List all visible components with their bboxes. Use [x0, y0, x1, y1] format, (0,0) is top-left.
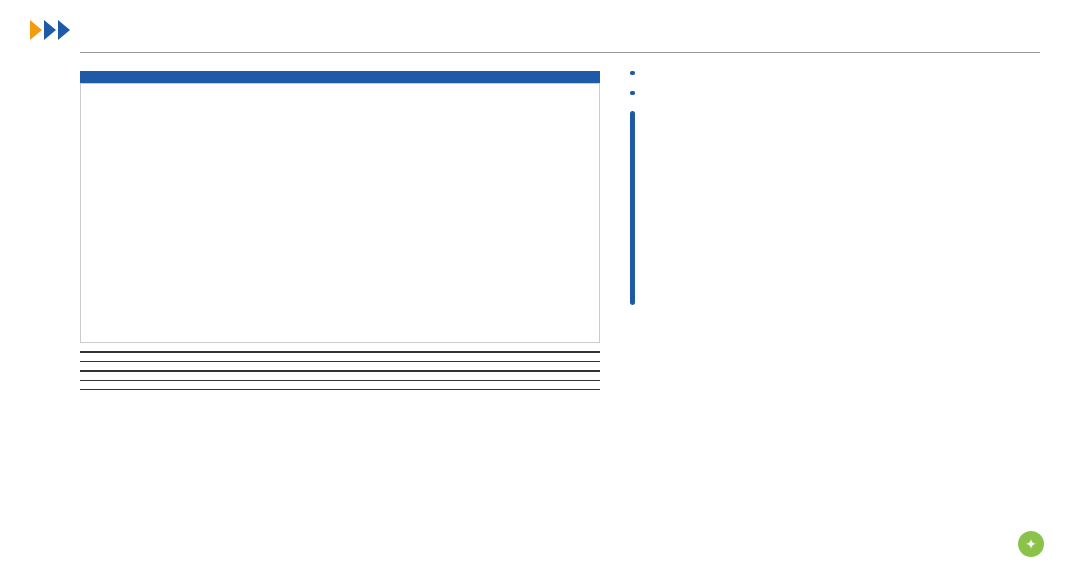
- th: [427, 371, 514, 381]
- td: [80, 362, 167, 372]
- th: [513, 352, 600, 362]
- summary-table: [80, 351, 600, 390]
- section-characteristics: [630, 71, 1040, 75]
- th: [340, 371, 427, 381]
- td: [427, 362, 514, 372]
- watermark: ✦: [1018, 531, 1050, 557]
- td: [253, 381, 340, 390]
- main-chart-title: [80, 71, 600, 83]
- chevrons-icon: [30, 20, 70, 40]
- th: [427, 352, 514, 362]
- left-column: [80, 71, 600, 390]
- th: [80, 352, 167, 362]
- mini-chart: [647, 115, 1040, 305]
- section-drivers: [630, 91, 1040, 95]
- td: [340, 381, 427, 390]
- td: [80, 381, 167, 390]
- th: [253, 352, 340, 362]
- section-analysis: [630, 111, 1040, 305]
- th: [513, 371, 600, 381]
- mini-chart-legend: [647, 115, 1040, 133]
- td: [253, 362, 340, 372]
- th: [253, 371, 340, 381]
- th: [80, 371, 167, 381]
- td: [427, 381, 514, 390]
- slide-header: [0, 0, 1080, 52]
- th: [340, 352, 427, 362]
- right-column: [630, 71, 1040, 390]
- td: [513, 381, 600, 390]
- td: [340, 362, 427, 372]
- td: [167, 381, 254, 390]
- content-area: [0, 71, 1080, 390]
- td: [167, 362, 254, 372]
- wechat-icon: ✦: [1018, 531, 1044, 557]
- td: [513, 362, 600, 372]
- th: [167, 352, 254, 362]
- header-divider: [80, 52, 1040, 53]
- main-chart: [80, 83, 600, 343]
- th: [167, 371, 254, 381]
